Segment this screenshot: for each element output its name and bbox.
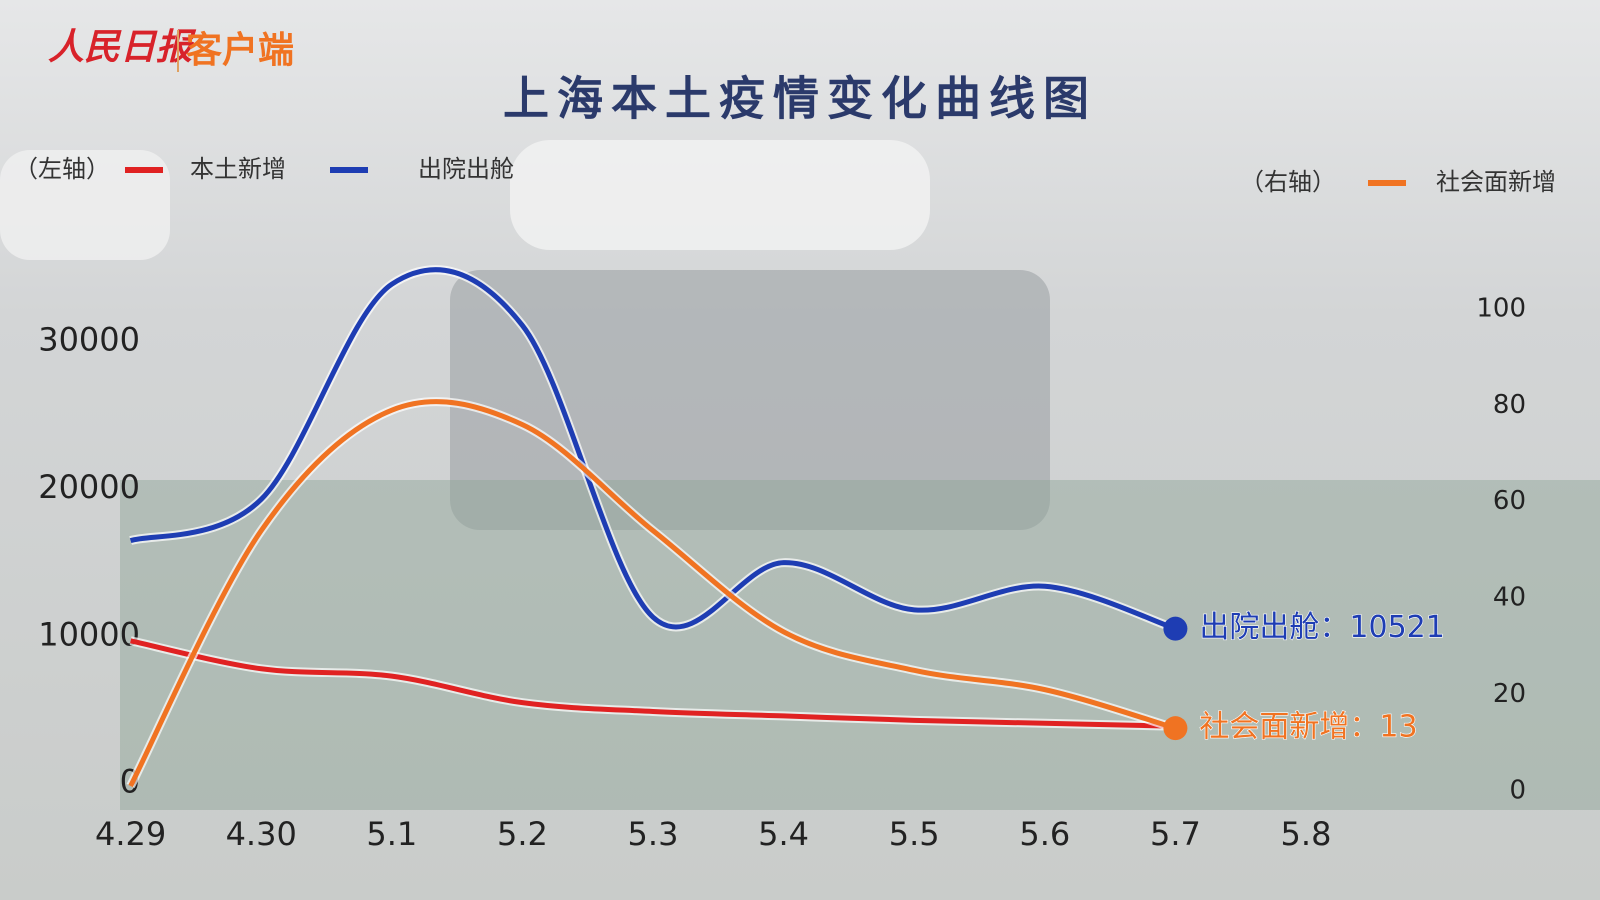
brand-client: 客户端 xyxy=(186,30,294,71)
x-tick-label: 5.3 xyxy=(628,815,679,853)
left-axis-label: （左轴） xyxy=(14,155,110,183)
brand-name: 人民日报 xyxy=(48,26,197,68)
y2-tick-label: 100 xyxy=(1476,294,1526,324)
background-vehicle xyxy=(450,270,1050,530)
legend-label: 本土新增 xyxy=(190,155,286,183)
y2-tick-label: 60 xyxy=(1493,486,1526,516)
y-tick-label: 10000 xyxy=(38,615,140,653)
x-tick-label: 5.8 xyxy=(1281,815,1332,853)
series-line xyxy=(129,267,1177,632)
y-tick-label: 20000 xyxy=(38,468,140,506)
background-car xyxy=(0,150,170,260)
x-tick-label: 5.7 xyxy=(1150,815,1201,853)
legend-label: 社会面新增 xyxy=(1436,168,1556,196)
x-tick-label: 5.6 xyxy=(1019,815,1070,853)
y-tick-label: 30000 xyxy=(38,321,140,359)
x-tick-label: 5.2 xyxy=(497,815,548,853)
y2-tick-label: 40 xyxy=(1493,583,1526,613)
y2-tick-label: 20 xyxy=(1493,679,1526,709)
x-tick-label: 4.29 xyxy=(95,815,166,853)
x-tick-label: 4.30 xyxy=(226,815,297,853)
end-label: 社会面新增：13 xyxy=(1199,710,1417,745)
y2-tick-label: 80 xyxy=(1493,390,1526,420)
end-label: 出院出舱：10521 xyxy=(1199,610,1444,645)
series-line xyxy=(130,638,1176,729)
background-car xyxy=(510,140,930,250)
right-axis-label: （右轴） xyxy=(1240,168,1336,196)
x-tick-label: 5.1 xyxy=(366,815,417,853)
y2-tick-label: 0 xyxy=(1509,775,1526,805)
end-dot xyxy=(1163,616,1188,641)
x-tick-label: 5.5 xyxy=(889,815,940,853)
end-dot xyxy=(1163,716,1188,741)
chart-title: 上海本土疫情变化曲线图 xyxy=(503,72,1097,126)
x-tick-label: 5.4 xyxy=(758,815,809,853)
legend-label: 出院出舱 xyxy=(418,155,514,183)
background-crowd xyxy=(120,480,1600,810)
series-line xyxy=(128,399,1177,788)
